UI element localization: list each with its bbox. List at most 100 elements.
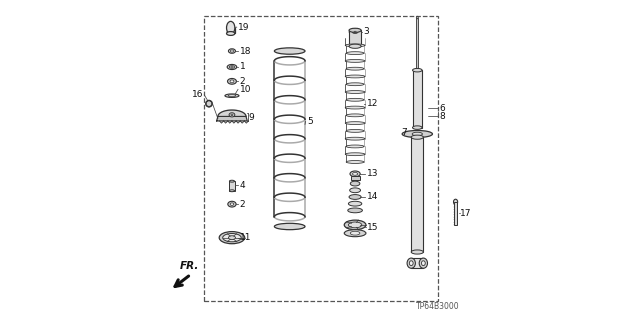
Text: 10: 10 bbox=[239, 85, 251, 94]
Ellipse shape bbox=[349, 29, 361, 35]
Ellipse shape bbox=[227, 32, 235, 35]
Ellipse shape bbox=[346, 130, 364, 132]
Bar bbox=[412, 137, 423, 252]
Ellipse shape bbox=[412, 250, 423, 254]
Ellipse shape bbox=[228, 49, 236, 53]
Ellipse shape bbox=[346, 83, 364, 86]
Ellipse shape bbox=[227, 78, 236, 84]
Ellipse shape bbox=[345, 137, 365, 140]
Bar bbox=[204, 16, 438, 301]
Ellipse shape bbox=[223, 234, 241, 242]
Ellipse shape bbox=[345, 91, 365, 93]
Ellipse shape bbox=[228, 95, 236, 97]
Ellipse shape bbox=[412, 132, 422, 136]
Ellipse shape bbox=[413, 126, 422, 130]
Text: TP64B3000: TP64B3000 bbox=[416, 302, 460, 311]
Text: 14: 14 bbox=[367, 192, 378, 202]
Ellipse shape bbox=[231, 114, 233, 116]
Ellipse shape bbox=[345, 153, 365, 156]
Ellipse shape bbox=[346, 114, 364, 117]
Text: 1: 1 bbox=[239, 63, 245, 71]
Ellipse shape bbox=[422, 261, 425, 265]
Ellipse shape bbox=[346, 160, 364, 163]
Ellipse shape bbox=[346, 52, 364, 55]
Ellipse shape bbox=[227, 64, 237, 70]
Ellipse shape bbox=[407, 258, 415, 268]
Ellipse shape bbox=[345, 106, 365, 109]
Text: 11: 11 bbox=[239, 233, 251, 242]
Ellipse shape bbox=[353, 172, 358, 175]
Ellipse shape bbox=[346, 145, 364, 148]
Text: 9: 9 bbox=[248, 113, 254, 122]
Text: 3: 3 bbox=[364, 27, 369, 36]
Ellipse shape bbox=[229, 180, 234, 182]
Ellipse shape bbox=[454, 199, 458, 205]
Ellipse shape bbox=[205, 100, 212, 107]
Ellipse shape bbox=[229, 113, 235, 117]
Text: 13: 13 bbox=[367, 169, 378, 178]
Ellipse shape bbox=[349, 195, 361, 199]
Ellipse shape bbox=[349, 44, 361, 48]
Ellipse shape bbox=[354, 31, 356, 33]
Text: 4: 4 bbox=[239, 181, 245, 189]
Ellipse shape bbox=[344, 230, 366, 237]
Text: 15: 15 bbox=[367, 223, 378, 232]
Bar bbox=[413, 70, 422, 128]
Ellipse shape bbox=[225, 94, 239, 98]
Text: 2: 2 bbox=[239, 200, 245, 209]
Ellipse shape bbox=[350, 181, 360, 186]
Ellipse shape bbox=[419, 258, 428, 268]
Ellipse shape bbox=[350, 171, 360, 177]
Ellipse shape bbox=[230, 80, 234, 83]
Ellipse shape bbox=[348, 208, 362, 213]
Ellipse shape bbox=[346, 67, 364, 70]
Ellipse shape bbox=[402, 130, 433, 137]
Ellipse shape bbox=[348, 222, 362, 228]
Text: 19: 19 bbox=[238, 23, 250, 32]
Ellipse shape bbox=[231, 66, 233, 67]
Ellipse shape bbox=[345, 75, 365, 78]
Ellipse shape bbox=[410, 261, 413, 265]
Ellipse shape bbox=[230, 203, 234, 205]
Ellipse shape bbox=[352, 30, 358, 33]
Ellipse shape bbox=[348, 201, 362, 206]
Text: 8: 8 bbox=[439, 112, 445, 121]
Ellipse shape bbox=[229, 66, 234, 68]
Text: 17: 17 bbox=[460, 209, 472, 218]
Bar bbox=[412, 258, 423, 268]
Bar bbox=[229, 181, 234, 191]
Text: 6: 6 bbox=[439, 104, 445, 113]
Ellipse shape bbox=[412, 135, 423, 139]
Ellipse shape bbox=[345, 122, 365, 124]
Bar bbox=[351, 176, 360, 180]
Polygon shape bbox=[217, 116, 247, 121]
Text: 16: 16 bbox=[193, 90, 204, 99]
Ellipse shape bbox=[349, 188, 360, 193]
Ellipse shape bbox=[345, 44, 365, 47]
Ellipse shape bbox=[344, 220, 366, 230]
Text: 5: 5 bbox=[307, 117, 313, 126]
Bar bbox=[454, 202, 458, 225]
Ellipse shape bbox=[275, 223, 305, 230]
Ellipse shape bbox=[228, 236, 236, 240]
Bar bbox=[349, 30, 361, 46]
Ellipse shape bbox=[345, 59, 365, 62]
Text: 7: 7 bbox=[402, 128, 408, 137]
Text: 18: 18 bbox=[239, 47, 251, 56]
Ellipse shape bbox=[230, 50, 234, 52]
Bar bbox=[417, 18, 419, 70]
Text: 12: 12 bbox=[367, 99, 378, 108]
Ellipse shape bbox=[417, 16, 419, 19]
Ellipse shape bbox=[349, 28, 361, 33]
Ellipse shape bbox=[228, 201, 236, 207]
Text: FR.: FR. bbox=[180, 261, 199, 271]
Text: 2: 2 bbox=[239, 77, 245, 86]
Ellipse shape bbox=[275, 48, 305, 54]
Ellipse shape bbox=[227, 21, 235, 34]
Ellipse shape bbox=[350, 231, 360, 235]
Ellipse shape bbox=[346, 98, 364, 101]
Ellipse shape bbox=[219, 232, 244, 244]
Ellipse shape bbox=[229, 190, 234, 192]
Ellipse shape bbox=[413, 68, 422, 72]
Polygon shape bbox=[218, 110, 246, 116]
